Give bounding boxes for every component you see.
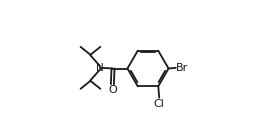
Text: N: N	[96, 63, 104, 73]
Text: Cl: Cl	[154, 99, 165, 109]
Text: Br: Br	[176, 63, 189, 73]
Text: O: O	[108, 85, 117, 95]
